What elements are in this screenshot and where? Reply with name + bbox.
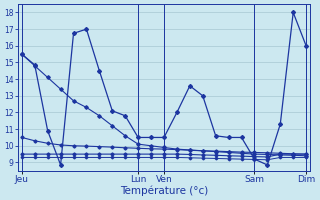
X-axis label: Température (°c): Température (°c) — [120, 185, 208, 196]
